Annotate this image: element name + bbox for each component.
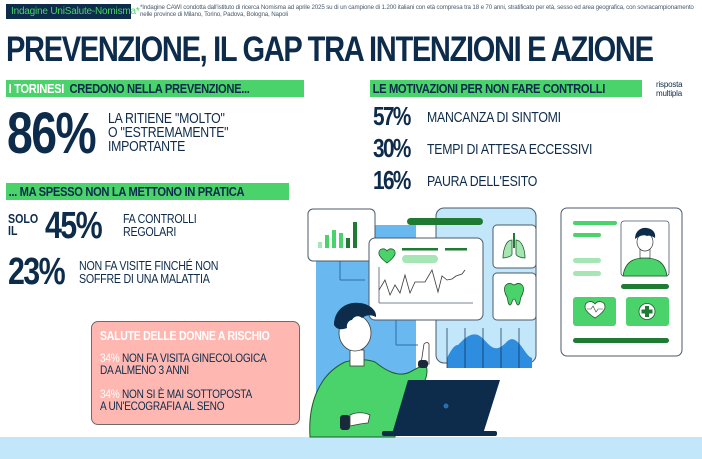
patient-card	[560, 207, 683, 357]
belief-heading-highlight: I TORINESI	[8, 81, 65, 96]
heartbeat-line-icon	[378, 268, 466, 297]
medical-cross-icon	[626, 297, 669, 326]
prefix-il: IL	[8, 223, 18, 238]
laptop-icon	[382, 380, 500, 436]
prefix-solo: SOLO	[8, 211, 39, 226]
survey-footnote: *Indagine CAWI condotta dall'istituto di…	[140, 4, 694, 19]
women-item-1-line-2: DA ALMENO 3 ANNI	[100, 363, 189, 377]
reason-label-1: MANCANZA DI SINTOMI	[427, 109, 561, 126]
women-health-title: SALUTE DELLE DONNE A RISCHIO	[100, 329, 270, 343]
note-line-1: risposta	[656, 80, 683, 89]
belief-line-1: LA RITIENE "MOLTO"	[108, 110, 225, 127]
health-dashboard-illustration	[307, 207, 683, 438]
practice-45-line-2: REGOLARI	[123, 223, 177, 239]
reason-value-1: 57%	[373, 101, 411, 131]
belief-line-3: IMPORTANTE	[108, 138, 186, 155]
women-item-2: 34% NON SI È MAI SOTTOPOSTA A UN'ECOGRAF…	[100, 388, 252, 412]
belief-heading: I TORINESI CREDONO NELLA PREVENZIONE...	[6, 80, 304, 97]
reason-label-3: PAURA DELL'ESITO	[427, 173, 538, 190]
reason-value-2: 30%	[373, 133, 411, 163]
note-line-2: multipla	[656, 89, 682, 98]
doctor-avatar-icon	[622, 227, 668, 277]
practice-stat-23: 23%	[8, 251, 66, 293]
reasons-heading: LE MOTIVAZIONI PER NON FARE CONTROLLI	[370, 80, 642, 97]
women-item-2-line-1: NON SI È MAI SOTTOPOSTA	[121, 387, 252, 401]
tooth-icon	[492, 272, 537, 321]
practice-23-line-1: NON FA VISITE FINCHÉ NON	[79, 258, 219, 273]
practice-23-line-2: SOFFRE DI UNA MALATTIA	[79, 270, 210, 286]
practice-stat-45: 45%	[45, 205, 103, 247]
women-item-1-line-1: NON FA VISITA GINECOLOGICA	[121, 351, 267, 365]
lungs-icon	[492, 224, 537, 269]
women-health-box	[91, 321, 300, 425]
survey-badge: Indagine UniSalute-Nomisma*	[6, 4, 140, 19]
heart-icon	[378, 248, 396, 264]
women-item-2-line-2: A UN'ECOGRAFIA AL SENO	[100, 399, 225, 413]
practice-prefix: SOLO IL	[8, 211, 39, 238]
women-item-1: 34% NON FA VISITA GINECOLOGICA DA ALMENO…	[100, 351, 267, 377]
practice-stat-45-desc: FA CONTROLLI REGOLARI	[123, 211, 197, 239]
reason-label-2: TEMPI DI ATTESA ECCESSIVI	[427, 141, 593, 158]
practice-heading-text: ... MA SPESSO NON LA METTONO IN PRATICA	[8, 184, 245, 199]
belief-heading-rest: CREDONO NELLA PREVENZIONE...	[69, 81, 250, 96]
women-item-2-value: 34%	[100, 387, 120, 401]
practice-45-line-1: FA CONTROLLI	[123, 211, 197, 226]
heartbeat-card	[368, 237, 484, 321]
belief-stat-value: 86%	[7, 101, 97, 166]
reason-value-3: 16%	[373, 165, 411, 195]
heart-pulse-icon	[573, 297, 616, 326]
belief-stat-desc: LA RITIENE "MOLTO" O "ESTREMAMENTE" IMPO…	[108, 110, 229, 155]
multiple-answer-note: risposta multipla	[656, 80, 683, 98]
belief-line-2: O "ESTREMAMENTE"	[108, 124, 229, 141]
floor-band	[0, 437, 702, 459]
reasons-heading-text: LE MOTIVAZIONI PER NON FARE CONTROLLI	[372, 81, 606, 96]
practice-heading: ... MA SPESSO NON LA METTONO IN PRATICA	[6, 183, 289, 200]
wave-chart-icon	[446, 328, 532, 368]
women-item-1-value: 34%	[100, 351, 120, 365]
bar-chart-icon	[307, 208, 376, 262]
page-title: PREVENZIONE, IL GAP TRA INTENZIONI E AZI…	[6, 30, 654, 69]
practice-stat-23-desc: NON FA VISITE FINCHÉ NON SOFFRE DI UNA M…	[79, 258, 219, 286]
